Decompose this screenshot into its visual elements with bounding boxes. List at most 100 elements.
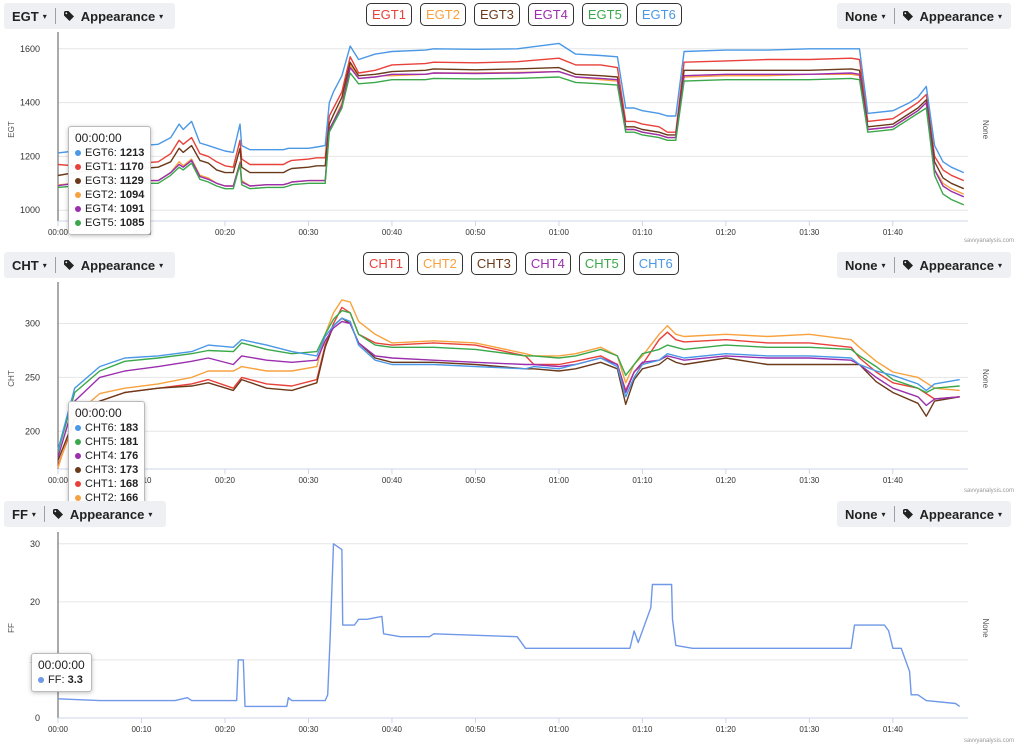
ff-appearance-button[interactable]: Appearance ▾ [45,501,160,527]
series-line-egt5 [57,72,965,206]
series-dot [38,677,44,684]
series-dot [75,220,81,227]
legend-item-egt5[interactable]: EGT5 [581,3,628,26]
x-tick-label: 00:40 [382,725,403,734]
series-dot [75,425,81,432]
cht-panel: CHT ▾ Appearance ▾ None ▾ Appearance ▾ CHT1 … [0,249,1024,510]
x-tick-label: 00:30 [298,228,319,237]
divider [893,506,895,522]
cht-right-series-selector[interactable]: None ▾ [837,252,894,278]
series-dot [75,206,81,213]
cht-right-selector-label: None [845,257,878,273]
cht-appearance-button[interactable]: Appearance ▾ [56,252,171,278]
ff-right-series-selector[interactable]: None ▾ [837,501,894,527]
x-tick-label: 00:40 [382,228,403,237]
x-tick-label: 01:10 [632,228,653,237]
legend-item-cht5[interactable]: CHT5 [578,252,625,275]
credit-link[interactable]: savvyanalysis.com [964,488,1015,494]
chevron-down-icon: ▾ [881,11,886,21]
egt-legend: EGT1 EGT2 EGT3 EGT4 EGT5 EGT6 [366,3,682,26]
y-tick-label: 20 [30,597,40,607]
cht-series-selector-label: CHT [12,257,39,273]
credit-link[interactable]: savvyanalysis.com [964,238,1015,244]
series-line-ff [57,543,961,708]
cht-appearance-label: Appearance [80,257,156,273]
tooltip-row: CHT1: 168 [75,477,138,491]
y-tick-label: 1600 [20,44,40,54]
x-tick-label: 01:10 [632,476,653,485]
legend-item-cht1[interactable]: CHT1 [363,252,409,275]
x-tick-label: 01:20 [716,476,737,485]
y2-axis-label: None [981,120,990,140]
ff-series-selector[interactable]: FF ▾ [4,501,44,527]
y-tick-label: 300 [25,319,40,329]
series-line-egt2 [57,64,965,195]
tag-icon [63,260,74,270]
series-line-egt1 [57,56,965,182]
tooltip-row: EGT1: 1170 [75,160,144,174]
legend-item-egt2[interactable]: EGT2 [419,3,466,26]
tooltip-time: 00:00:00 [75,406,122,420]
cht-chart[interactable]: 20025030000:0000:1000:2000:3000:4000:500… [0,249,1024,498]
ff-appearance-label: Appearance [69,506,145,522]
egt-series-selector[interactable]: EGT ▾ [4,3,55,29]
series-line-egt6 [57,42,965,174]
series-dot [75,481,81,488]
cht-legend: CHT1 CHT2 CHT3 CHT4 CHT5 CHT6 [363,252,679,275]
egt-chart[interactable]: 100012001400160000:0000:1000:2000:3000:4… [0,0,1024,249]
tooltip-row: EGT5: 1085 [75,216,144,230]
series-dot [75,467,81,474]
ff-right-selector-label: None [845,506,878,522]
chevron-down-icon: ▾ [148,509,153,519]
egt-left-controls: EGT ▾ Appearance ▾ [4,3,175,29]
egt-appearance-button[interactable]: Appearance ▾ [56,3,171,29]
legend-item-cht3[interactable]: CHT3 [470,252,517,275]
divider [54,8,56,24]
ff-right-appearance-button[interactable]: Appearance ▾ [895,501,1010,527]
tooltip-series-name: CHT6 [85,422,114,434]
x-tick-label: 01:20 [716,228,737,237]
tooltip-series-value: 181 [119,436,139,448]
ff-right-controls: None ▾ Appearance ▾ [837,501,1011,527]
cht-series-selector[interactable]: CHT ▾ [4,252,55,278]
tooltip-series-name: CHT5 [85,436,114,448]
legend-item-egt3[interactable]: EGT3 [473,3,520,26]
cht-right-appearance-label: Appearance [919,257,994,273]
ff-left-controls: FF ▾ Appearance ▾ [4,501,166,527]
legend-item-cht2[interactable]: CHT2 [416,252,463,275]
egt-right-series-selector[interactable]: None ▾ [837,3,894,29]
chevron-down-icon: ▾ [159,11,164,21]
x-tick-label: 01:40 [883,476,904,485]
ff-chart[interactable]: 010203000:0000:1000:2000:3000:4000:5001:… [0,498,1024,747]
egt-tooltip: 00:00:00 EGT6: 1213 EGT1: 1170 EGT3: 112… [68,126,152,235]
legend-item-egt1[interactable]: EGT1 [366,3,412,26]
chevron-down-icon: ▾ [881,260,886,270]
x-tick-label: 00:00 [48,476,69,485]
tooltip-series-value: 183 [119,422,139,434]
tooltip-row: FF: 3.3 [38,673,85,687]
ff-tooltip: 00:00:00 FF: 3.3 [31,653,92,692]
legend-item-egt4[interactable]: EGT4 [527,3,574,26]
y-tick-label: 200 [25,426,40,436]
tooltip-series-name: EGT6 [85,147,114,159]
series-line-cht6 [57,317,960,450]
x-tick-label: 01:30 [799,228,820,237]
y2-axis-label: None [981,369,990,389]
tooltip-series-value: 1085 [119,217,145,229]
x-tick-label: 01:30 [799,725,820,734]
cht-right-appearance-button[interactable]: Appearance ▾ [895,252,1010,278]
tooltip-time: 00:00:00 [38,658,85,672]
egt-right-appearance-button[interactable]: Appearance ▾ [895,3,1010,29]
tag-icon [902,260,913,270]
tag-icon [902,509,913,519]
x-tick-label: 01:10 [632,725,653,734]
series-dot [75,453,81,460]
legend-item-egt6[interactable]: EGT6 [635,3,682,26]
legend-item-cht4[interactable]: CHT4 [524,252,571,275]
chevron-down-icon: ▾ [42,11,47,21]
tooltip-series-name: EGT2 [85,189,114,201]
x-tick-label: 00:20 [215,476,236,485]
legend-item-cht6[interactable]: CHT6 [632,252,679,275]
credit-link[interactable]: savvyanalysis.com [964,738,1015,744]
chevron-down-icon: ▾ [997,509,1002,519]
